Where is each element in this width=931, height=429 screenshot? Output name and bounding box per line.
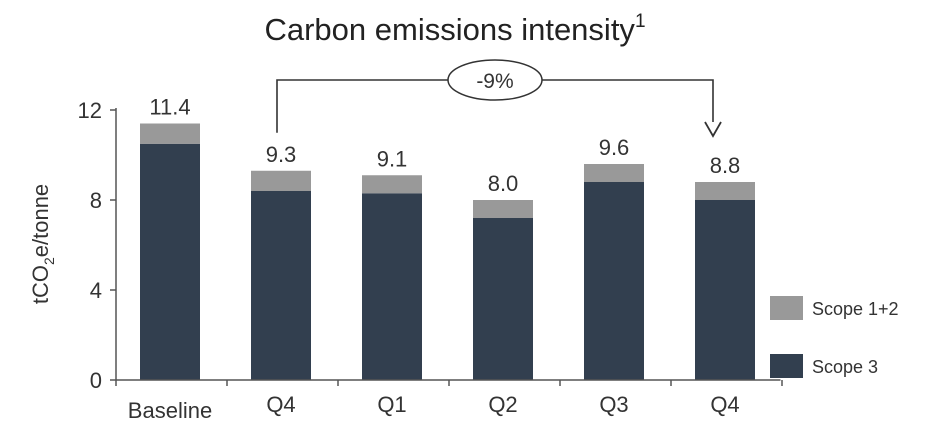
x-tick-label: Q4 bbox=[710, 392, 739, 417]
chart-title-superscript: 1 bbox=[635, 11, 646, 32]
y-axis-label: tCO2e/tonne bbox=[28, 184, 57, 304]
bar-total-label: 8.8 bbox=[710, 153, 741, 178]
bar-total-label: 8.0 bbox=[488, 171, 519, 196]
bar-total-label: 9.3 bbox=[266, 142, 297, 167]
bar-segment-scope-1-2 bbox=[473, 200, 533, 218]
y-tick-label: 0 bbox=[90, 368, 102, 393]
y-tick-label: 4 bbox=[90, 278, 102, 303]
bar-segment-scope-3 bbox=[140, 143, 200, 380]
change-annotation: -9% bbox=[276, 59, 722, 138]
bar-segment-scope-1-2 bbox=[584, 164, 644, 182]
bar-segment-scope-1-2 bbox=[362, 175, 422, 194]
bar-segment-scope-1-2 bbox=[140, 123, 200, 144]
legend-swatch-scope-1-2 bbox=[770, 296, 803, 320]
bars: 11.4 9.3 9.1 8.0 9.6 8.8 bbox=[140, 95, 755, 380]
bar-total-label: 9.6 bbox=[599, 135, 630, 160]
bar-segment-scope-1-2 bbox=[695, 182, 755, 200]
bar-segment-scope-3 bbox=[584, 182, 644, 380]
x-tick-label: Q2 bbox=[488, 392, 517, 417]
chart-title-text: Carbon emissions intensity bbox=[264, 12, 635, 47]
bar-segment-scope-3 bbox=[251, 191, 311, 380]
x-tick-label: Q1 bbox=[377, 392, 406, 417]
y-axis: 0 4 8 12 bbox=[78, 98, 117, 393]
legend-label-scope-1-2: Scope 1+2 bbox=[812, 299, 899, 319]
bar-segment-scope-1-2 bbox=[251, 170, 311, 191]
y-axis-label-part-1: tCO bbox=[28, 265, 53, 304]
annotation-arrowhead bbox=[704, 121, 722, 138]
bar-total-label: 9.1 bbox=[377, 146, 408, 171]
bar-segment-scope-3 bbox=[362, 193, 422, 380]
x-tick-label: Q4 bbox=[266, 392, 295, 417]
legend-label-scope-3: Scope 3 bbox=[812, 357, 878, 377]
annotation-bubble bbox=[447, 59, 543, 101]
y-tick-label: 8 bbox=[90, 188, 102, 213]
x-tick-label: Q3 bbox=[599, 392, 628, 417]
x-axis: Baseline Q4 Q1 Q2 Q3 Q4 bbox=[115, 379, 783, 423]
y-axis-label-subscript: 2 bbox=[41, 257, 57, 265]
x-tick-label: Baseline bbox=[128, 398, 212, 423]
bar-segment-scope-3 bbox=[695, 200, 755, 380]
legend-swatch-scope-3 bbox=[770, 354, 803, 378]
bar-segment-scope-3 bbox=[473, 218, 533, 380]
legend: Scope 1+2 Scope 3 bbox=[770, 296, 899, 378]
y-tick-label: 12 bbox=[78, 98, 102, 123]
chart-title: Carbon emissions intensity1 bbox=[264, 11, 645, 47]
y-axis-label-part-3: e/tonne bbox=[28, 184, 53, 257]
bar-total-label: 11.4 bbox=[149, 95, 190, 120]
annotation-label: -9% bbox=[476, 70, 513, 93]
